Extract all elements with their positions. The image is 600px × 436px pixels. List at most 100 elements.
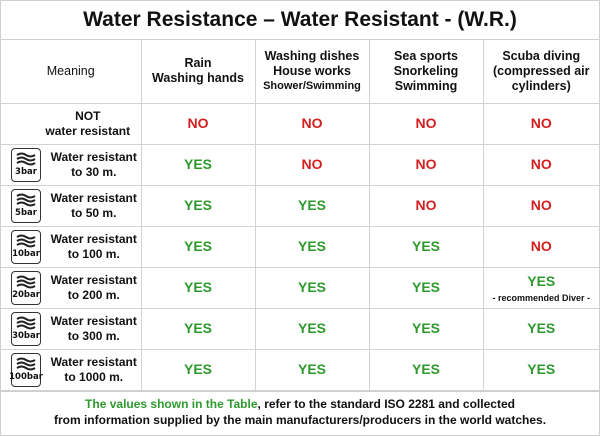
value-yes: YES bbox=[297, 319, 326, 336]
meaning-line1: Water resistant bbox=[50, 149, 137, 164]
value-yes: YES bbox=[297, 237, 326, 254]
value-no: NO bbox=[530, 155, 552, 172]
column-header-rain-line2: Washing hands bbox=[152, 71, 244, 86]
meaning-line2: to 200 m. bbox=[67, 287, 120, 302]
value-cell: YES bbox=[368, 225, 484, 268]
column-header-scuba: Scuba diving (compressed air cylinders) bbox=[482, 40, 599, 104]
value-cell: NO bbox=[482, 102, 599, 145]
column-header-sea-line1: Sea sports bbox=[394, 48, 458, 63]
value-cell: YES bbox=[140, 225, 256, 268]
column-header-washing-line2: House works bbox=[273, 63, 351, 78]
column-header-scuba-line3: cylinders) bbox=[511, 78, 571, 93]
value-no: NO bbox=[530, 196, 552, 213]
table-header-row: Meaning Rain Washing hands Washing dishe… bbox=[1, 40, 599, 104]
column-header-sea-line2: Snorkeling bbox=[393, 63, 459, 78]
value-no: NO bbox=[415, 155, 437, 172]
value-yes: YES bbox=[183, 319, 212, 336]
value-cell: YES bbox=[140, 307, 256, 350]
column-header-sea: Sea sports Snorkeling Swimming bbox=[368, 40, 484, 104]
value-cell: NO bbox=[368, 102, 484, 145]
value-yes: YES bbox=[527, 319, 556, 336]
water-waves-icon bbox=[16, 316, 36, 329]
footer-note: The values shown in the Table, refer to … bbox=[1, 390, 599, 433]
value-no: NO bbox=[415, 114, 437, 131]
meaning-line2: to 30 m. bbox=[71, 164, 117, 179]
water-resistance-badge: 20bar bbox=[11, 270, 41, 305]
meaning-cell: 5bar Water resistant to 50 m. bbox=[1, 184, 142, 227]
meaning-cell: 3bar Water resistant to 30 m. bbox=[1, 143, 142, 186]
meaning-line1: Water resistant bbox=[50, 354, 137, 369]
column-header-scuba-line1: Scuba diving bbox=[502, 48, 581, 63]
value-cell: YES bbox=[254, 307, 370, 350]
meaning-cell: 100bar Water resistant to 1000 m. bbox=[1, 348, 142, 391]
column-header-washing-line3: Shower/Swimming bbox=[263, 79, 361, 92]
meaning-line1: Water resistant bbox=[50, 272, 137, 287]
value-yes: YES bbox=[183, 360, 212, 377]
value-cell: NO bbox=[482, 225, 599, 268]
water-waves-icon bbox=[16, 193, 36, 206]
bar-rating-label: 5bar bbox=[15, 207, 37, 218]
value-cell: YES bbox=[140, 143, 256, 186]
water-resistance-badge: 100bar bbox=[9, 352, 43, 387]
meaning-line2: to 1000 m. bbox=[64, 369, 124, 384]
value-yes: YES bbox=[297, 196, 326, 213]
meaning-cell: 10bar Water resistant to 100 m. bbox=[1, 225, 142, 268]
bar-rating-label: 30bar bbox=[12, 330, 40, 341]
meaning-line1: Water resistant bbox=[50, 190, 137, 205]
value-yes: YES bbox=[527, 360, 556, 377]
value-cell: YES bbox=[140, 266, 256, 309]
meaning-text: Water resistant to 50 m. bbox=[47, 191, 141, 221]
water-resistance-table: Meaning Rain Washing hands Washing dishe… bbox=[1, 40, 599, 391]
value-no: NO bbox=[301, 155, 323, 172]
column-header-sea-line3: Swimming bbox=[394, 78, 458, 93]
value-cell: YES bbox=[254, 184, 370, 227]
meaning-text: Water resistant to 100 m. bbox=[47, 232, 141, 262]
column-header-rain: Rain Washing hands bbox=[140, 40, 256, 104]
meaning-line2: to 300 m. bbox=[67, 328, 120, 343]
meaning-text: Water resistant to 300 m. bbox=[47, 314, 141, 344]
value-cell: NO bbox=[482, 143, 599, 186]
bar-rating-label: 20bar bbox=[12, 289, 40, 300]
value-yes: YES bbox=[183, 196, 212, 213]
value-yes: YES bbox=[297, 360, 326, 377]
value-cell: YES bbox=[254, 266, 370, 309]
footer-highlight: The values shown in the Table bbox=[85, 396, 258, 411]
meaning-line1: NOT bbox=[75, 108, 101, 123]
value-yes: YES bbox=[297, 278, 326, 295]
value-cell: NO bbox=[254, 143, 370, 186]
water-resistance-badge: 10bar bbox=[11, 229, 41, 264]
column-header-washing-line1: Washing dishes bbox=[264, 48, 360, 63]
value-no: NO bbox=[530, 114, 552, 131]
meaning-text: Water resistant to 1000 m. bbox=[47, 355, 141, 385]
value-yes: YES bbox=[527, 272, 556, 289]
value-cell: YES bbox=[368, 266, 484, 309]
meaning-line2: to 100 m. bbox=[67, 246, 120, 261]
water-waves-icon bbox=[16, 152, 36, 165]
column-header-scuba-line2: (compressed air bbox=[492, 63, 590, 78]
meaning-line1: Water resistant bbox=[50, 231, 137, 246]
water-resistance-badge: 3bar bbox=[11, 147, 41, 182]
value-cell: NO bbox=[254, 102, 370, 145]
value-cell: YES bbox=[368, 307, 484, 350]
value-cell: YES - recommended Diver - bbox=[482, 266, 599, 309]
column-header-meaning-label: Meaning bbox=[46, 63, 95, 78]
value-no: NO bbox=[301, 114, 323, 131]
value-cell: YES bbox=[254, 225, 370, 268]
footer-line1: , refer to the standard ISO 2281 and col… bbox=[257, 396, 515, 411]
meaning-text: Water resistant to 30 m. bbox=[47, 150, 141, 180]
bar-rating-label: 3bar bbox=[15, 166, 37, 177]
table-row: 20bar Water resistant to 200 m. YES YES YES YE… bbox=[1, 266, 599, 309]
water-waves-icon bbox=[16, 357, 36, 370]
meaning-cell: 20bar Water resistant to 200 m. bbox=[1, 266, 142, 309]
value-cell: NO bbox=[140, 102, 256, 145]
value-yes: YES bbox=[183, 237, 212, 254]
meaning-text: NOT water resistant bbox=[35, 109, 141, 139]
water-waves-icon bbox=[16, 234, 36, 247]
water-resistance-badge: 5bar bbox=[11, 188, 41, 223]
meaning-text: Water resistant to 200 m. bbox=[47, 273, 141, 303]
table-row: 30bar Water resistant to 300 m. YES YES YES YE… bbox=[1, 307, 599, 350]
value-cell: YES bbox=[482, 307, 599, 350]
value-cell: YES bbox=[482, 348, 599, 391]
page-title: Water Resistance – Water Resistant - (W.… bbox=[1, 1, 599, 40]
